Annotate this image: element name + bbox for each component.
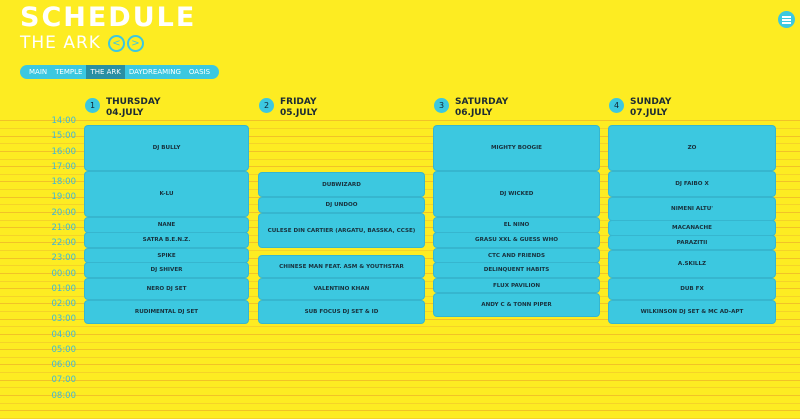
grid-line: [0, 128, 800, 130]
time-label: 05:00: [51, 344, 77, 355]
time-label: 14:00: [51, 116, 77, 126]
time-label: 06:00: [51, 360, 77, 370]
tab[interactable]: THE ARK: [86, 65, 125, 79]
grid-line: [0, 364, 800, 366]
time-label: 07:00: [51, 375, 77, 386]
grid-line: [0, 211, 800, 213]
day-number: 3: [434, 98, 449, 113]
time-label: 01:00: [51, 283, 77, 294]
time-label: 20:00: [51, 207, 77, 218]
grid-line: [0, 166, 800, 168]
grid-line: [0, 349, 800, 351]
time-label: 23:00: [51, 253, 77, 264]
event[interactable]: NANE: [85, 218, 248, 232]
time-label: 04:00: [51, 329, 77, 340]
grid-line: [0, 143, 800, 145]
time-label: 17:00: [51, 161, 77, 172]
grid-line: [0, 394, 800, 396]
time-label: 16:00: [51, 146, 77, 157]
time-label: 00:00: [51, 268, 77, 279]
day-number: 2: [259, 98, 274, 113]
time-label: 02:00: [51, 299, 77, 309]
time-label: 21:00: [51, 222, 77, 233]
event[interactable]: FLUX PAVILION: [434, 279, 599, 292]
grid-line: [0, 120, 800, 122]
event[interactable]: SATRA B.E.N.Z.: [85, 233, 248, 247]
event[interactable]: PARAZITII: [609, 236, 775, 249]
day-name: SUNDAY: [630, 97, 672, 107]
event[interactable]: K-LU: [85, 172, 248, 216]
event[interactable]: DELINQUENT HABITS: [434, 263, 599, 277]
day-header: THURSDAY 04.JULY: [106, 97, 160, 119]
event[interactable]: SPIKE: [85, 249, 248, 262]
time-label: 03:00: [51, 314, 77, 325]
day-date: 04.JULY: [106, 108, 144, 118]
event[interactable]: CTC AND FRIENDS: [434, 249, 599, 262]
event[interactable]: NIMENI ALTU': [609, 198, 775, 220]
day-number: 1: [85, 98, 100, 113]
tab[interactable]: MAIN: [29, 68, 48, 76]
event[interactable]: MIGHTY BOOGIE: [434, 126, 599, 170]
event[interactable]: DJ SHIVER: [85, 263, 248, 277]
grid-line: [0, 150, 800, 152]
grid-line: [0, 326, 800, 328]
event[interactable]: CHINESE MAN FEAT. ASM & YOUTHSTAR: [259, 256, 424, 277]
event[interactable]: ANDY C & TONN PIPER: [434, 294, 599, 316]
event[interactable]: DJ FAIBO X: [609, 172, 775, 196]
event[interactable]: DJ WICKED: [434, 172, 599, 216]
time-label: 22:00: [51, 238, 77, 248]
day-date: 06.JULY: [455, 108, 493, 118]
day-number: 4: [609, 98, 624, 113]
grid-line: [0, 341, 800, 343]
grid-line: [0, 158, 800, 160]
event[interactable]: DUB FX: [609, 279, 775, 299]
event[interactable]: EL NINO: [434, 218, 599, 232]
grid-line: [0, 372, 800, 374]
day-header: SUNDAY 07.JULY: [630, 97, 671, 119]
event[interactable]: VALENTINO KHAN: [259, 279, 424, 299]
title: SCHEDULE: [20, 2, 197, 33]
day-name: SATURDAY: [455, 97, 509, 107]
time-label: 18:00: [51, 177, 77, 187]
event[interactable]: GRASU XXL & GUESS WHO: [434, 233, 599, 247]
event[interactable]: DJ UNDOO: [259, 198, 424, 212]
tab-bar: MAIN TEMPLE THE ARK DAYDREAMING OASIS: [20, 65, 220, 79]
grid-line: [0, 250, 800, 252]
tab[interactable]: TEMPLE: [55, 68, 83, 76]
event[interactable]: WILKINSON DJ SET & MC AD-APT: [609, 301, 775, 323]
event[interactable]: RUDIMENTAL DJ SET: [85, 301, 248, 323]
grid-line: [0, 410, 800, 412]
grid-line: [0, 402, 800, 404]
time-label: 08:00: [51, 390, 77, 401]
event[interactable]: NERO DJ SET: [85, 279, 248, 299]
time-label: 15:00: [51, 131, 77, 142]
event[interactable]: SUB FOCUS DJ SET & ID: [259, 301, 424, 323]
tab[interactable]: OASIS: [188, 68, 211, 76]
day-date: 07.JULY: [630, 108, 668, 118]
event[interactable]: DJ BULLY: [85, 126, 248, 170]
stage-name: THE ARK: [20, 33, 101, 53]
grid-line: [0, 135, 800, 137]
grid-line: [0, 333, 800, 335]
event[interactable]: A.SKILLZ: [609, 251, 775, 277]
day-header: SATURDAY 06.JULY: [455, 97, 508, 119]
grid-line: [0, 379, 800, 381]
event[interactable]: MACANACHE: [609, 221, 775, 235]
grid-line: [0, 356, 800, 358]
prev-button[interactable]: <: [108, 35, 125, 52]
day-name: FRIDAY: [280, 97, 317, 107]
grid-line: [0, 196, 800, 198]
menu-button[interactable]: [778, 11, 795, 28]
day-header: FRIDAY 05.JULY: [280, 97, 317, 119]
tab[interactable]: DAYDREAMING: [128, 68, 181, 76]
next-button[interactable]: >: [127, 35, 144, 52]
grid-line: [0, 387, 800, 389]
event[interactable]: DUBWIZARD: [259, 173, 424, 196]
event[interactable]: CULESE DIN CARTIER (ARGATU, BASSKA, CCSE…: [259, 214, 424, 247]
event[interactable]: ZO: [609, 126, 775, 170]
day-date: 05.JULY: [280, 108, 318, 118]
time-label: 19:00: [51, 192, 77, 203]
day-name: THURSDAY: [106, 97, 161, 107]
